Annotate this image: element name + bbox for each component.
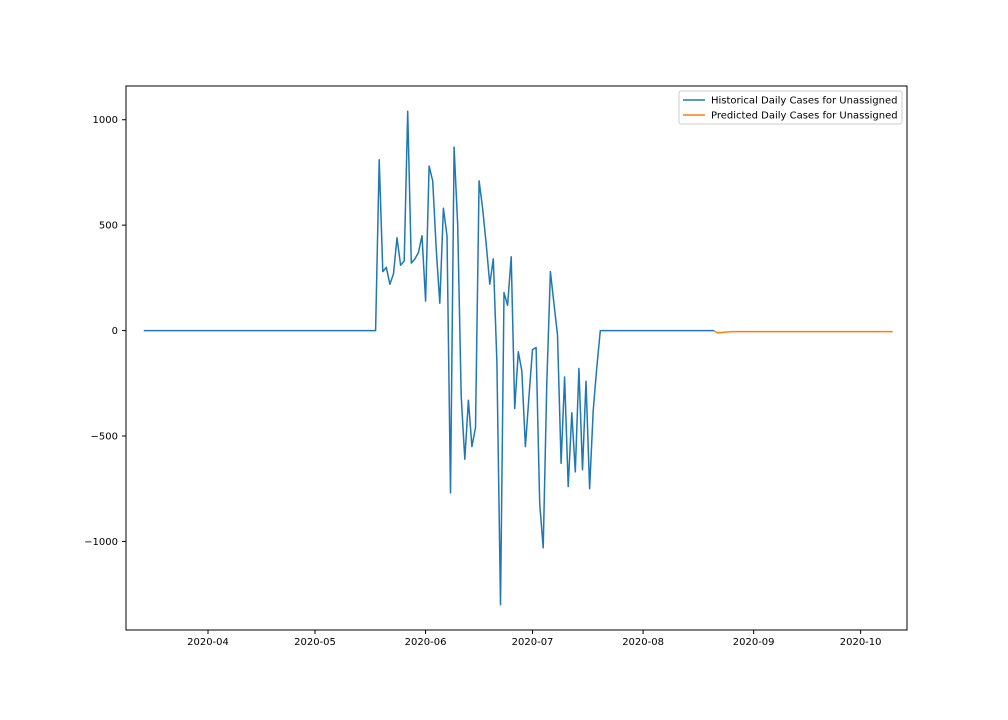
legend: Historical Daily Cases for Unassigned Pr… (678, 90, 903, 125)
x-tick-label: 2020-05 (294, 637, 336, 648)
legend-box (678, 90, 903, 125)
x-tick-label: 2020-07 (512, 637, 554, 648)
series-line-historical (143, 110, 715, 606)
x-tick-label: 2020-09 (733, 637, 775, 648)
y-tick-label: 0 (112, 326, 118, 337)
x-tick-label: 2020-10 (840, 637, 882, 648)
x-tick-label: 2020-04 (187, 637, 229, 648)
y-tick-label: −1000 (84, 537, 118, 548)
y-tick-label: 500 (99, 221, 118, 232)
series-lines (143, 110, 893, 606)
y-tick-label: −500 (91, 432, 118, 443)
x-axis: 2020-04 2020-05 2020-06 2020-07 2020-08 2020-… (187, 630, 882, 648)
y-axis: 1000 500 0 −500 −1000 (84, 115, 126, 548)
series-line-predicted (714, 330, 893, 334)
legend-label-predicted: Predicted Daily Cases for Unassigned (711, 111, 898, 122)
x-tick-label: 2020-08 (622, 637, 664, 648)
legend-label-historical: Historical Daily Cases for Unassigned (711, 96, 897, 107)
y-tick-label: 1000 (93, 115, 118, 126)
x-tick-label: 2020-06 (405, 637, 447, 648)
plot-area-frame (125, 85, 908, 631)
